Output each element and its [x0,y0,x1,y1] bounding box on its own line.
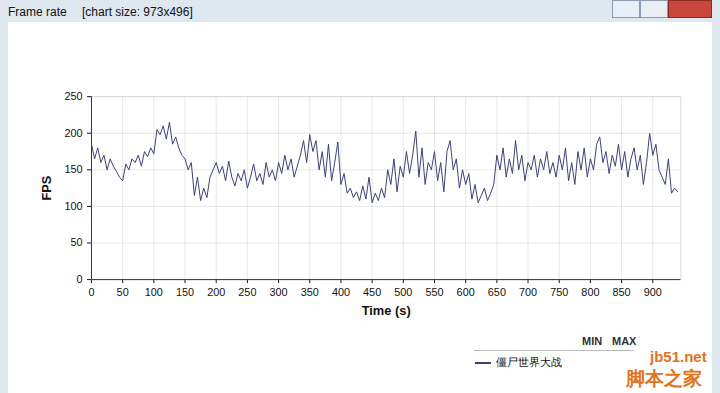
svg-text:150: 150 [64,163,82,175]
svg-text:Time (s): Time (s) [362,303,411,318]
svg-text:600: 600 [457,286,475,298]
svg-text:0: 0 [88,286,94,298]
svg-text:500: 500 [394,286,412,298]
html-text:MAX: MAX [612,335,637,347]
svg-text:700: 700 [519,286,537,298]
svg-text:250: 250 [64,90,82,102]
svg-text:200: 200 [64,127,82,139]
svg-text:50: 50 [117,286,129,298]
html-text:[chart size: 973x496]: [chart size: 973x496] [82,5,193,19]
html-text:脚本之家: 脚本之家 [626,368,702,389]
svg-text:150: 150 [176,286,194,298]
svg-text:900: 900 [644,286,662,298]
svg-text:100: 100 [64,200,82,212]
svg-text:400: 400 [332,286,350,298]
html-text:jb51.net: jb51.net [650,348,707,365]
svg-text:FPS: FPS [39,175,54,200]
svg-text:50: 50 [70,236,82,248]
svg-text:200: 200 [207,286,225,298]
svg-text:550: 550 [425,286,443,298]
svg-text:0: 0 [77,273,83,285]
svg-text:650: 650 [488,286,506,298]
svg-text:850: 850 [613,286,631,298]
svg-text:350: 350 [301,286,319,298]
svg-text:450: 450 [363,286,381,298]
svg-text:300: 300 [270,286,288,298]
html-text:僵尸世界大战: 僵尸世界大战 [496,356,562,368]
html-text:MIN: MIN [582,335,603,347]
svg-text:750: 750 [550,286,568,298]
svg-text:250: 250 [238,286,256,298]
svg-text:100: 100 [145,286,163,298]
html-text:Frame rate: Frame rate [8,5,67,19]
svg-text:800: 800 [581,286,599,298]
